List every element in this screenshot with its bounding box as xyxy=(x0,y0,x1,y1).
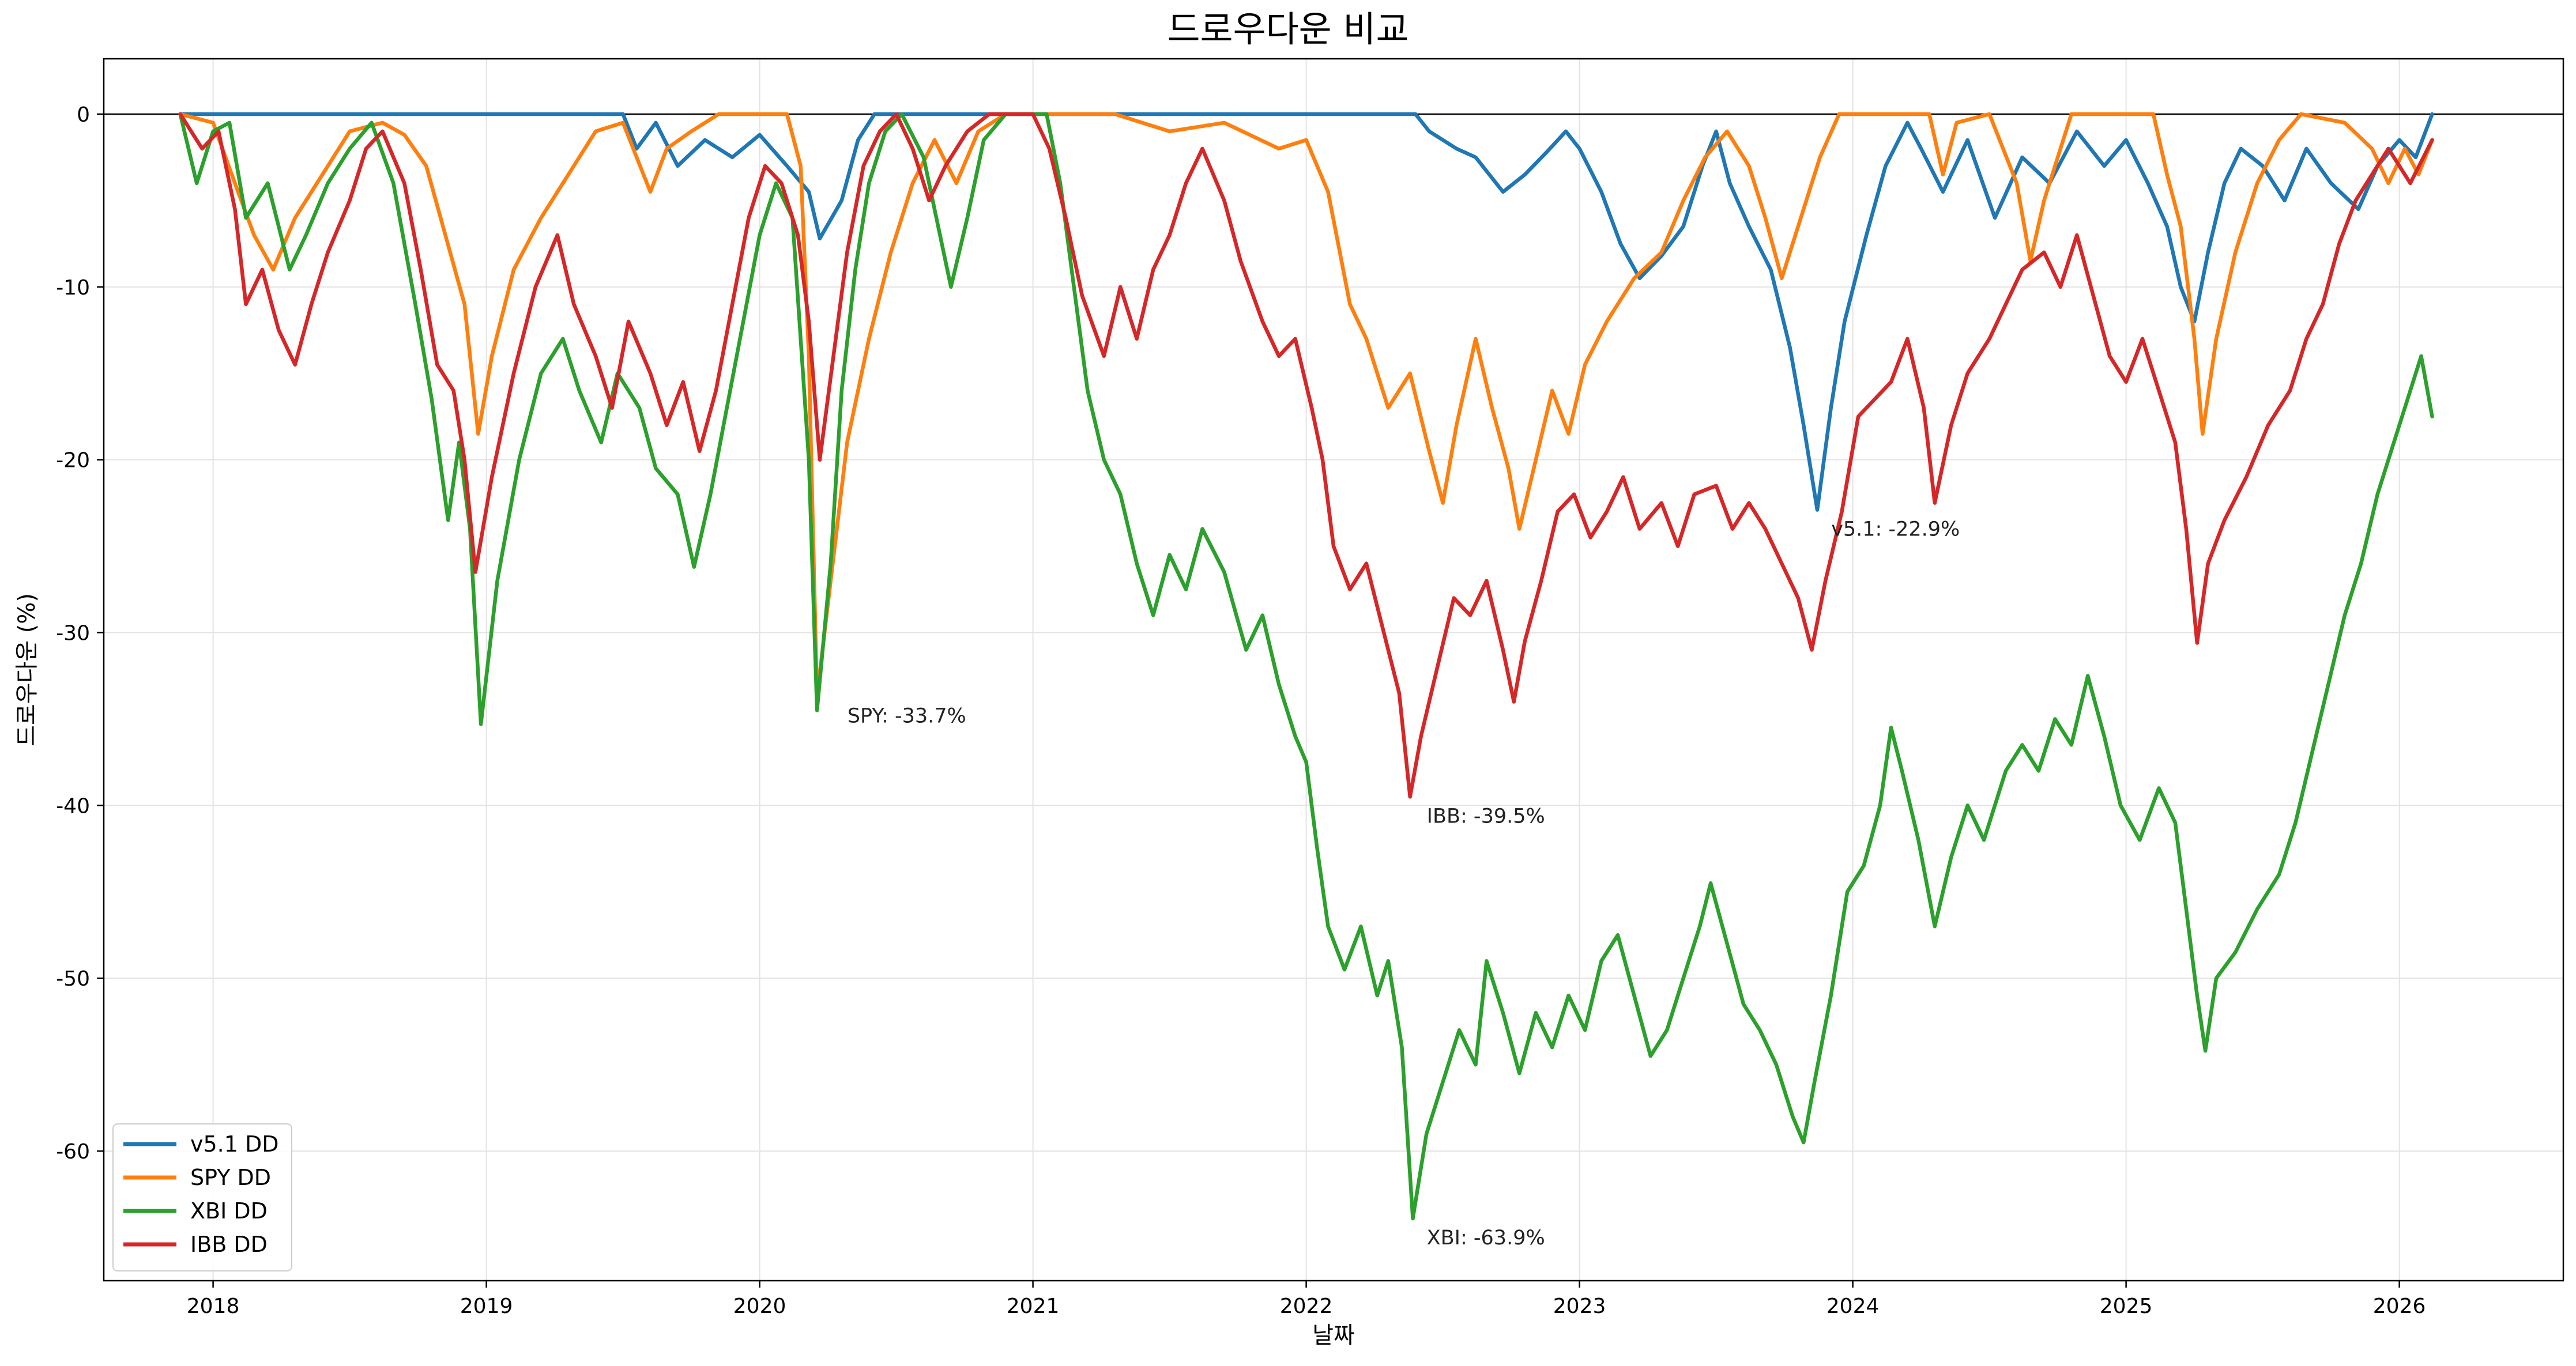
legend-box xyxy=(112,1123,292,1271)
y-tick-label: -20 xyxy=(56,449,90,473)
y-tick-label: -40 xyxy=(56,794,90,818)
y-tick-label: -30 xyxy=(56,622,90,646)
legend-label: XBI DD xyxy=(190,1198,268,1224)
series-line-ibb xyxy=(178,112,2434,799)
x-tick-label: 2019 xyxy=(460,1295,513,1318)
annotation-label: SPY: -33.7% xyxy=(848,704,966,727)
annotation-label: IBB: -39.5% xyxy=(1427,805,1545,828)
x-axis-ticks: 2018 2019 2020 2021 2022 2023 2024 2025 2026 xyxy=(187,1281,2426,1318)
series-lines xyxy=(178,112,2434,1221)
legend-label: v5.1 DD xyxy=(190,1131,279,1157)
plot-area-frame xyxy=(103,58,2564,1282)
annotation-label: v5.1: -22.9% xyxy=(1831,518,1960,541)
y-axis-title: 드로우다운 (%) xyxy=(14,593,40,746)
x-tick-label: 2021 xyxy=(1007,1295,1060,1318)
x-tick-label: 2026 xyxy=(2373,1295,2426,1318)
y-tick-label: -60 xyxy=(56,1140,90,1164)
x-tick-label: 2022 xyxy=(1280,1295,1333,1318)
series-line-spy xyxy=(178,112,2434,699)
x-tick-label: 2024 xyxy=(1826,1295,1880,1318)
x-axis-title: 날짜 xyxy=(1312,1322,1355,1349)
y-tick-label: -10 xyxy=(56,276,90,300)
x-tick-label: 2018 xyxy=(187,1295,240,1318)
annotation-label: XBI: -63.9% xyxy=(1427,1227,1545,1250)
x-tick-label: 2020 xyxy=(733,1295,786,1318)
y-tick-label: 0 xyxy=(77,103,90,127)
legend-label: IBB DD xyxy=(190,1232,268,1257)
legend: v5.1 DD SPY DD XBI DD IBB DD xyxy=(112,1123,292,1271)
y-tick-label: -50 xyxy=(56,967,90,991)
annotations: v5.1: -22.9% SPY: -33.7% IBB: -39.5% XBI: -… xyxy=(848,518,1960,1250)
chart-title: 드로우다운 비교 xyxy=(1168,8,1409,50)
x-tick-label: 2025 xyxy=(2100,1295,2153,1318)
series-line-v5-1 xyxy=(178,112,2434,512)
x-tick-label: 2023 xyxy=(1553,1295,1606,1318)
legend-label: SPY DD xyxy=(190,1165,271,1190)
y-axis-ticks: 0 -10 -20 -30 -40 -50 -60 xyxy=(56,103,104,1164)
series-line-xbi xyxy=(178,112,2434,1221)
